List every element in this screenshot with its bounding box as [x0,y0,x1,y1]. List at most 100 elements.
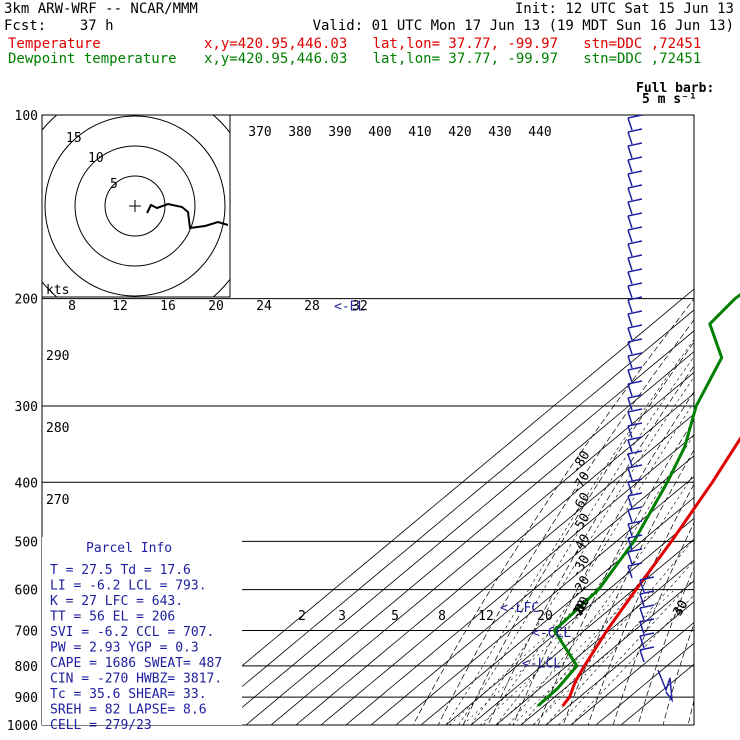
mixing-ratio-label: 32 [352,299,368,314]
mixing-ratio-line [462,589,609,725]
wind-barb [639,635,645,649]
parcel-info-row: K = 27 LFC = 643. [50,594,183,609]
wind-barb [627,481,633,495]
full-barb-value: 5 m s⁻¹ [642,92,697,107]
wind-barb [639,604,655,609]
wind-barb [627,240,643,245]
wind-barb [627,425,633,439]
wind-barb [627,450,643,455]
wind-barb [627,173,633,187]
mixing-ratio-label: 2 [298,609,306,624]
hodograph-ring [74,145,196,267]
wind-barb [627,394,643,399]
isotherm-line [395,476,694,725]
dry-adiabat [637,567,694,725]
wind-barb [627,299,633,313]
wind-barb [639,607,645,621]
mixing-ratio-label: 28 [304,299,320,314]
parcel-info-row: SVI = -6.2 CCL = 707. [50,625,214,640]
mixing-ratio-line [497,589,642,725]
hodograph: 5 10 15 kts [41,114,231,298]
wind-barb [627,464,643,469]
hodograph-clip [42,115,230,297]
hodograph-ring-label: 15 [66,131,82,146]
isotherm-line [520,580,694,725]
grid-clip [170,288,694,725]
wind-barb [627,467,633,481]
parcel-info-row: TT = 56 EL = 206 [50,610,175,625]
parcel-info-row: PW = 2.93 YGP = 0.3 [50,641,199,656]
wind-barb [627,285,633,299]
ccl-marker: <-CCL [532,626,571,641]
mixing-ratio-label: 8 [438,609,446,624]
wind-barb [627,453,633,467]
mixing-ratio-label: 8 [68,299,76,314]
theta-tick-label: 440 [528,125,551,140]
wind-barb [639,593,645,607]
full-barb-label: Full barb: [636,81,714,96]
init-time: Init: 12 UTC Sat 15 Jun 13 [514,1,734,17]
hodograph-trace [146,202,229,230]
theta-tick-label: 270 [46,493,69,508]
theta-tick-label: 370 [248,125,271,140]
wind-barb [639,590,655,595]
theta-tick-label: 400 [368,125,391,140]
wind-barb [627,215,633,229]
wind-barb [627,271,633,285]
wind-barb [627,495,633,509]
wind-barb [627,352,643,357]
parcel-info-row: CIN = -270 HWBZ= 3817. [50,672,222,687]
theta-tick-label: 390 [328,125,351,140]
wind-barb [627,422,643,427]
temperature-profile [561,436,740,707]
temperature-location-info: x,y=420.95,446.03 lat,lon= 37.77, -99.97… [204,36,702,52]
wind-barb [627,243,633,257]
wind-barb [627,369,633,383]
wind-barb [627,341,633,355]
lfc-marker: <-LFC [500,601,539,616]
wind-barb [657,669,673,703]
isotherm-line [445,517,694,725]
wind-barb [627,355,633,369]
wind-barb [627,338,643,343]
isotherm-line [570,621,694,725]
isotherm-line [295,392,694,725]
pressure-tick-label: 500 [15,535,38,550]
dry-adiabat [437,319,694,725]
wind-barb [627,397,633,411]
mixing-ratio-label: 5 [391,609,399,624]
parcel-info-row: CELL = 279/23 [50,718,152,733]
isotherm-tick-label: 30 [671,598,692,619]
lcl-marker: <-LCL [522,657,561,672]
wind-barb [639,618,655,623]
wind-barb [627,268,643,273]
isotherm-line [220,330,694,725]
wind-barb [639,576,655,581]
parcel-info-rows: T = 27.5 Td = 17.6LI = -6.2 LCL = 793.K … [50,563,222,733]
wind-barb [627,159,633,173]
mixing-ratio-label: 12 [478,609,494,624]
wind-barb [627,212,643,217]
dry-adiabat [462,341,694,725]
wind-barb [627,257,633,271]
pressure-tick-label: 600 [15,584,38,599]
parcel-info-box [42,537,242,725]
hodograph-ring-label: 5 [110,177,118,192]
wind-barb [627,537,633,551]
theta-tick-label: 430 [488,125,511,140]
pressure-tick-label: 900 [15,691,38,706]
wind-barb [627,523,633,537]
pressure-tick-label: 700 [15,625,38,640]
isotherm-line [195,309,694,725]
moist-adiabat [458,356,694,725]
wind-barb [627,184,643,189]
mixing-ratio-label: 20 [208,299,224,314]
wind-barb [639,579,645,593]
wind-barb [627,562,643,567]
dry-adiabat [512,391,694,725]
isotherm-line [345,434,694,725]
axis-labels: 1002003004005006007008009001000-80-70-60… [7,109,692,734]
el-marker: <-EL [334,299,365,314]
wind-barb [639,649,645,663]
